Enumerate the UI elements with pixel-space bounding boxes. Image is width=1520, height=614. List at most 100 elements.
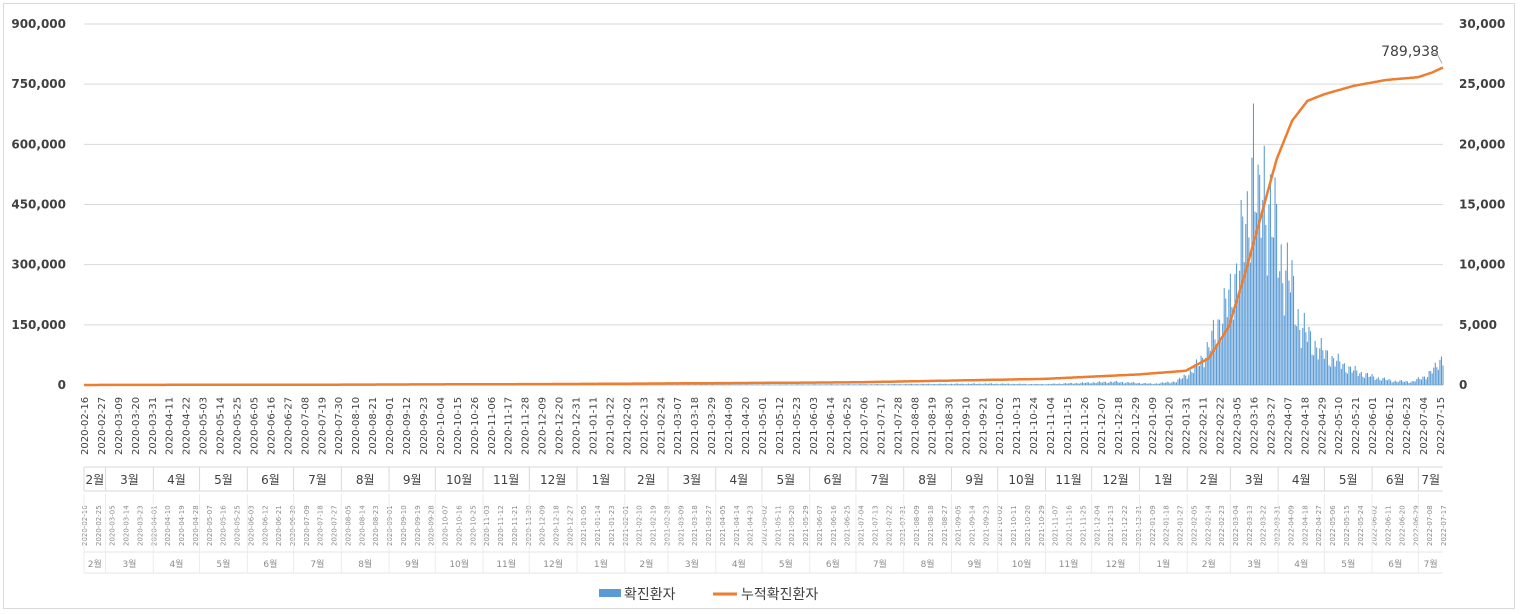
x-secondary-month-label: 10월 <box>1012 558 1032 570</box>
x-date-label: 2022-03-16 <box>1249 397 1260 455</box>
bar <box>935 384 937 385</box>
bar <box>1148 383 1150 385</box>
x-date-label: 2020-05-03 <box>199 397 210 455</box>
bar <box>1021 384 1023 385</box>
bar <box>997 383 999 385</box>
bar <box>1251 157 1253 385</box>
bar <box>1242 216 1244 385</box>
bar <box>1393 381 1395 385</box>
x-secondary-date-label: 2021-05-29 <box>802 505 810 546</box>
x-date-label: 2022-04-18 <box>1300 397 1311 455</box>
bar <box>974 383 976 385</box>
bar <box>1015 384 1017 385</box>
x-date-label: 2020-10-26 <box>470 397 481 455</box>
x-secondary-date-label: 2021-11-07 <box>1052 505 1060 546</box>
right-tick-label: 20,000 <box>1459 137 1505 151</box>
x-secondary-date-label: 2021-07-22 <box>885 505 893 546</box>
x-date-label: 2022-04-29 <box>1317 397 1328 455</box>
bar <box>1088 382 1090 385</box>
x-month-label: 1월 <box>1154 473 1173 487</box>
bar <box>767 384 769 385</box>
x-axis-secondary-dates: 2020-02-16 2020-02-25 2020-03-05 2020-03-14… <box>81 505 1448 546</box>
bar <box>915 384 917 385</box>
bar <box>1098 381 1100 385</box>
legend: 확진환자 누적확진환자 <box>599 587 818 603</box>
bar <box>878 384 880 385</box>
x-secondary-date-label: 2022-06-29 <box>1412 505 1420 546</box>
bar <box>1142 383 1144 385</box>
x-secondary-month-label: 12월 <box>1106 558 1126 570</box>
bar <box>969 383 971 385</box>
bar <box>1157 383 1159 385</box>
x-date-label: 2020-07-08 <box>300 397 311 455</box>
bar <box>981 384 983 385</box>
bar <box>1333 358 1335 385</box>
x-secondary-date-label: 2021-12-22 <box>1121 505 1129 546</box>
bar <box>1057 383 1059 385</box>
x-date-label: 2021-11-04 <box>1046 397 1057 455</box>
bar <box>773 384 775 385</box>
bar <box>1114 381 1116 385</box>
x-secondary-month-label: 5월 <box>779 558 793 570</box>
bar <box>855 384 857 385</box>
bar <box>1286 242 1288 385</box>
bar <box>1191 372 1193 385</box>
bar <box>1245 224 1247 385</box>
bar <box>1248 237 1250 385</box>
right-tick-label: 0 <box>1459 378 1467 392</box>
bar <box>1135 383 1137 385</box>
x-secondary-date-label: 2020-08-05 <box>344 505 352 546</box>
bar <box>1108 382 1110 385</box>
bar <box>1115 380 1117 385</box>
bar <box>1131 382 1133 385</box>
bar <box>869 384 871 385</box>
bar <box>1138 382 1140 385</box>
x-month-label: 2월 <box>637 473 656 487</box>
bar <box>955 383 957 385</box>
bar <box>860 384 862 385</box>
bar <box>813 384 815 385</box>
bar <box>1174 382 1176 385</box>
bar <box>1185 375 1187 385</box>
x-secondary-month-label: 9월 <box>968 558 982 570</box>
x-date-label: 2020-09-23 <box>419 397 430 455</box>
bar <box>1054 383 1056 385</box>
bar <box>1297 309 1299 385</box>
x-secondary-date-label: 2022-03-31 <box>1274 505 1282 546</box>
bar <box>739 384 741 385</box>
bar <box>1038 384 1040 385</box>
bar <box>1353 370 1355 385</box>
x-secondary-date-label: 2020-12-18 <box>552 505 560 546</box>
bar <box>1074 383 1076 385</box>
x-axis-secondary-months: 2월 3월 4월 5월 6월 7월 8월 9월 10월 11월 12월 1월 2월 3월 4월 5월 6월 7월 8… <box>83 494 1443 574</box>
bar <box>861 384 863 385</box>
bar <box>1120 381 1122 385</box>
bar <box>909 384 911 385</box>
bar <box>1362 376 1364 385</box>
bar <box>809 384 811 385</box>
bar <box>1180 379 1182 385</box>
bar <box>1234 274 1236 385</box>
bar <box>890 384 892 385</box>
x-date-label: 2020-11-06 <box>487 397 498 455</box>
bar <box>986 383 988 385</box>
x-secondary-month-label: 6월 <box>263 558 277 570</box>
x-date-label: 2021-06-25 <box>843 397 854 455</box>
bar <box>818 384 820 385</box>
bar <box>1397 382 1399 385</box>
x-date-label: 2021-03-18 <box>690 397 701 455</box>
bar <box>1360 371 1362 385</box>
bar <box>1071 383 1073 385</box>
bar <box>1158 383 1161 385</box>
bar <box>835 384 837 385</box>
x-secondary-date-label: 2021-02-28 <box>663 505 671 546</box>
x-date-label: 2020-03-09 <box>114 397 125 455</box>
bar <box>1149 383 1151 385</box>
bar <box>1206 342 1208 385</box>
bar <box>918 384 920 385</box>
x-secondary-month-label: 2월 <box>88 558 102 570</box>
bar <box>998 384 1000 385</box>
bar <box>1308 326 1310 385</box>
x-date-label: 2020-07-19 <box>317 397 328 455</box>
bar <box>1269 174 1271 385</box>
